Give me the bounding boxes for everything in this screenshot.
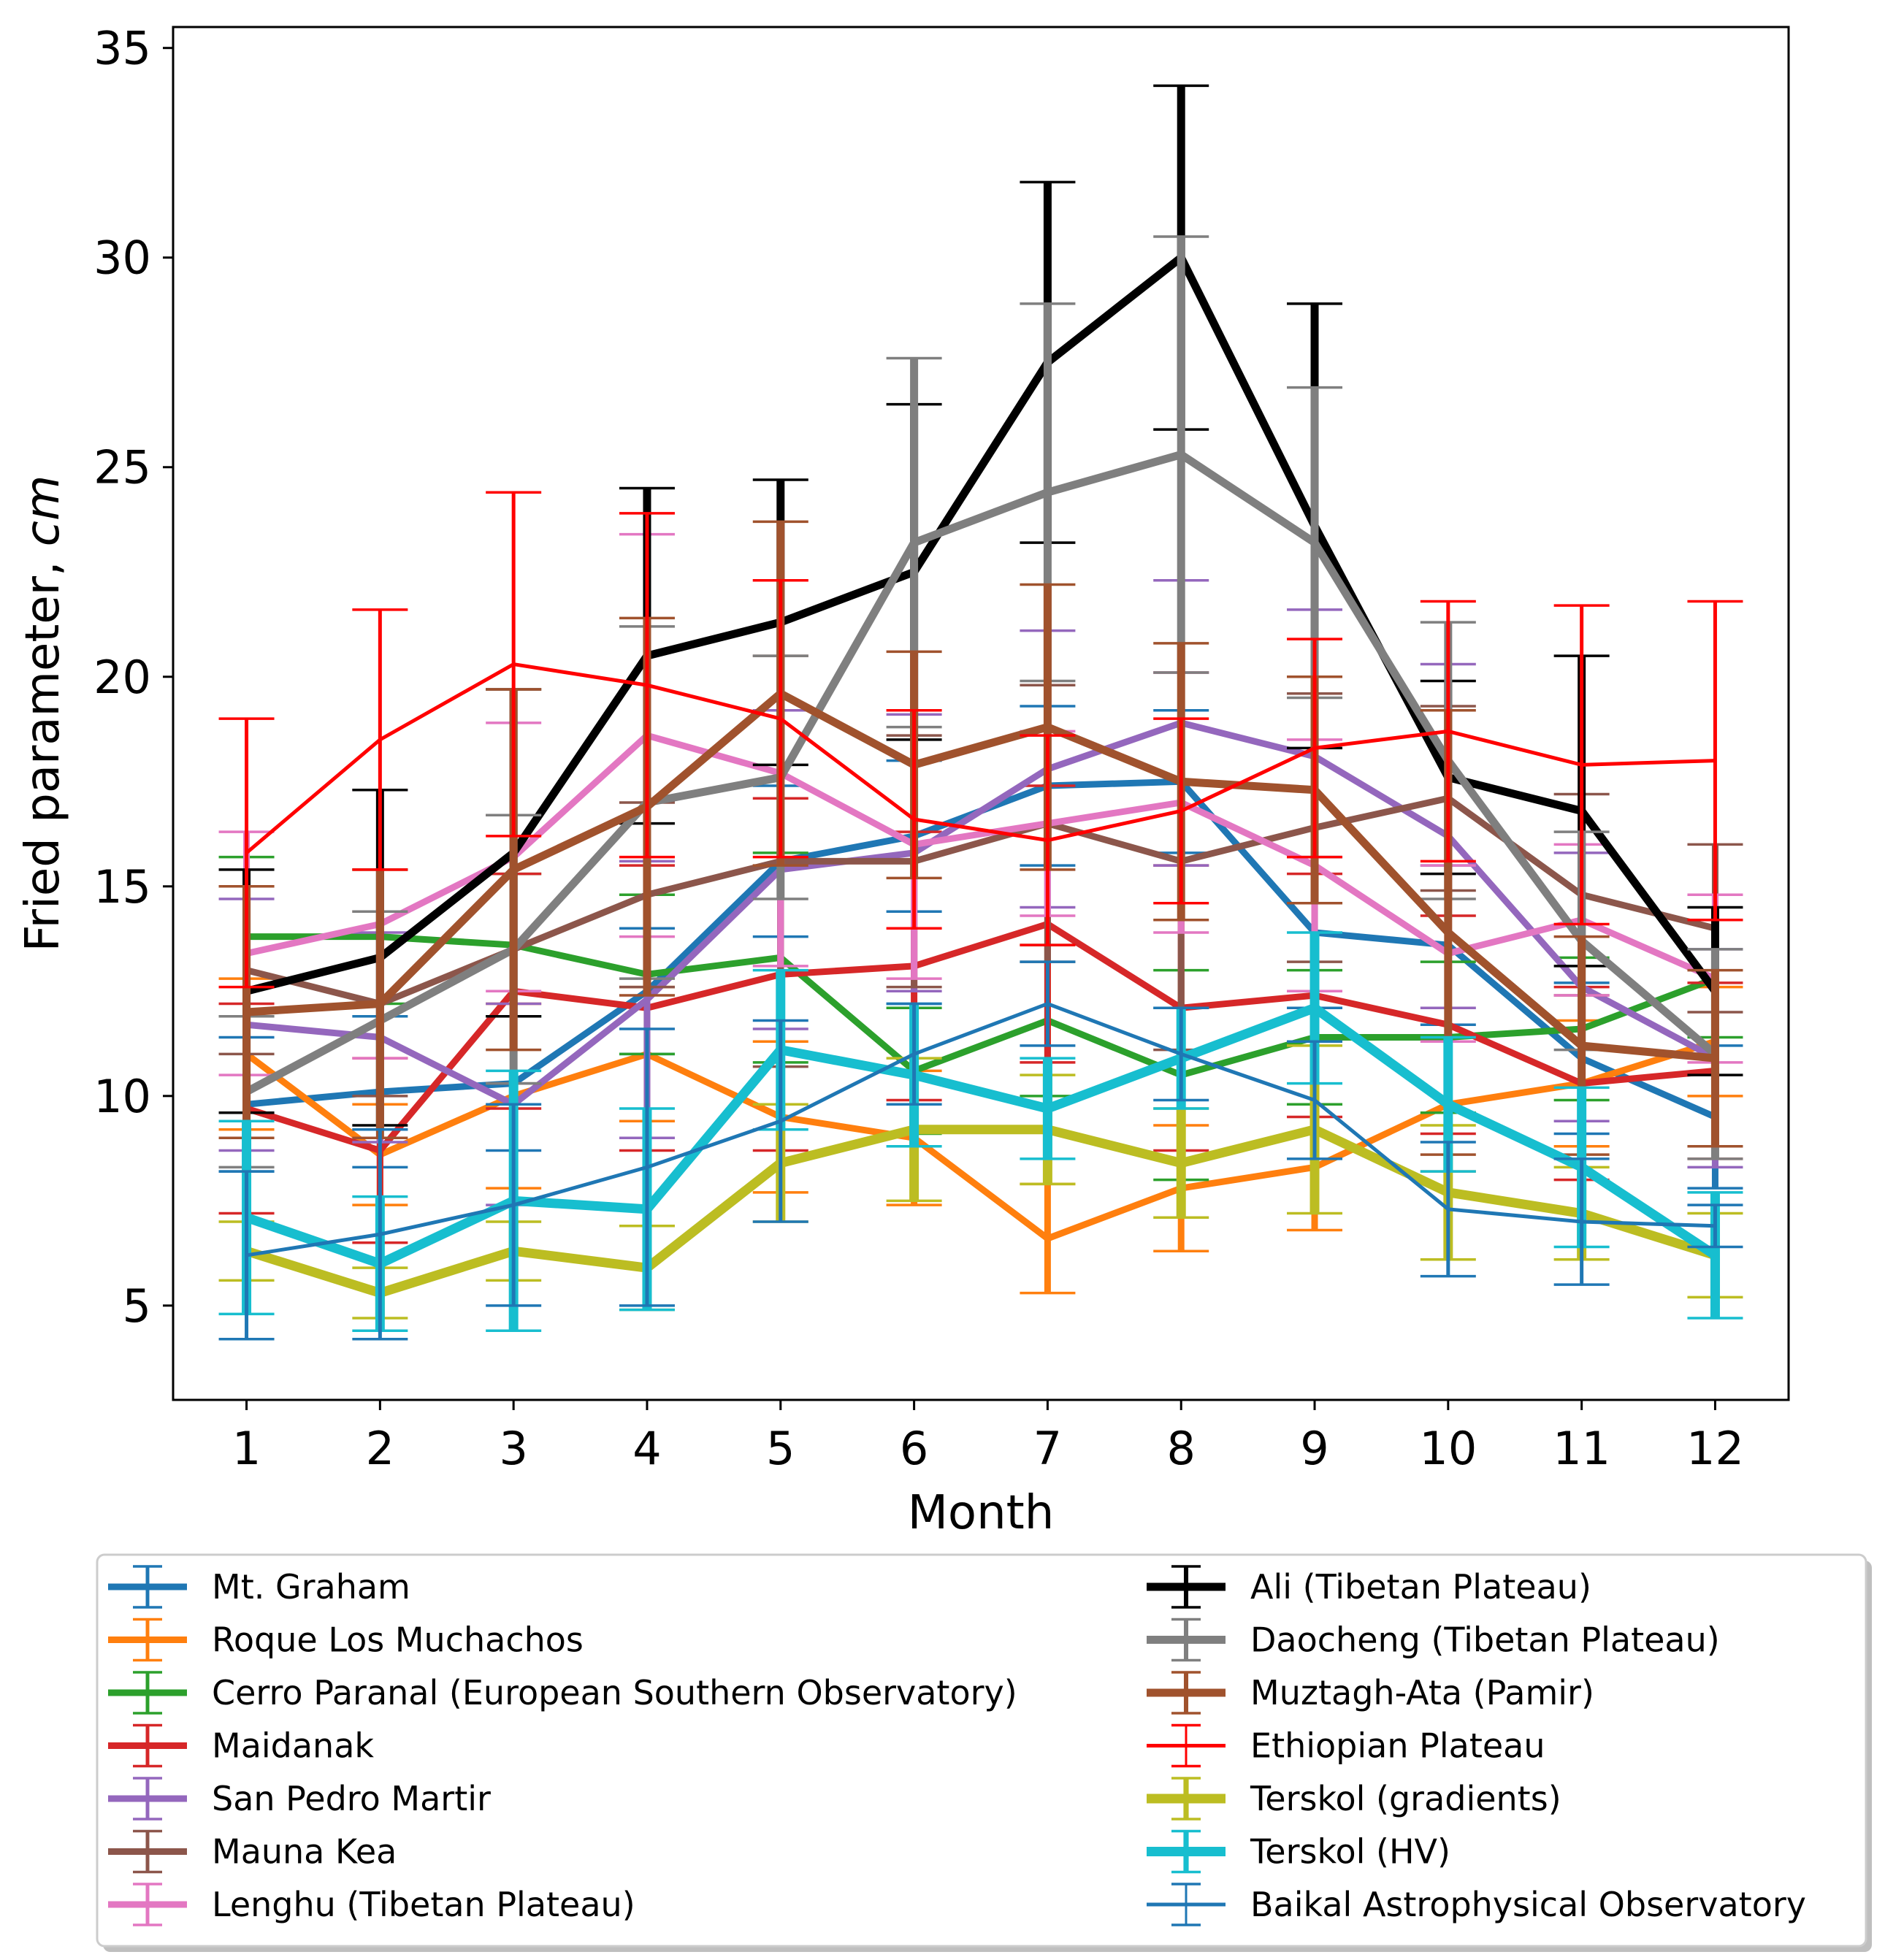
- series-line: [245, 1124, 1717, 1298]
- y-tick-label: 15: [93, 860, 151, 914]
- legend-label: Mauna Kea: [212, 1832, 397, 1872]
- y-axis-label-unit: cm: [16, 475, 70, 547]
- legend-label: Baikal Astrophysical Observatory: [1250, 1885, 1806, 1924]
- legend-label: Ali (Tibetan Plateau): [1250, 1567, 1591, 1607]
- legend-item: Lenghu (Tibetan Plateau): [108, 1883, 635, 1926]
- x-tick-label: 12: [1686, 1422, 1744, 1475]
- legend-item: Mt. Graham: [108, 1565, 410, 1609]
- legend-item: Muztagh-Ata (Pamir): [1147, 1671, 1594, 1715]
- plot-frame: [172, 26, 1790, 1401]
- series-line: [245, 662, 1716, 854]
- legend: Mt. Graham Roque Los Muchachos Cerro Paran…: [96, 1553, 1872, 1952]
- legend-label: San Pedro Martir: [212, 1779, 491, 1818]
- series-13: [218, 960, 1743, 1341]
- x-tick-label: 7: [1033, 1422, 1062, 1475]
- x-tick-label: 10: [1419, 1422, 1477, 1475]
- x-tick-label: 5: [766, 1422, 795, 1475]
- plot-background: [173, 27, 1789, 1400]
- legend-item: Ethiopian Plateau: [1147, 1723, 1545, 1768]
- series-line: [244, 450, 1718, 1095]
- legend-item: Terskol (HV): [1147, 1829, 1450, 1874]
- legend-item: Cerro Paranal (European Southern Observa…: [108, 1671, 1017, 1715]
- legend-item: San Pedro Martir: [108, 1777, 491, 1821]
- x-tick-label: 2: [366, 1422, 394, 1475]
- y-tick-label: 35: [93, 22, 151, 75]
- y-axis: 5 10 15 20 25 30 35: [93, 22, 173, 1333]
- series-line: [245, 920, 1716, 1155]
- legend-item: Terskol (gradients): [1147, 1777, 1561, 1821]
- legend-item: Daocheng (Tibetan Plateau): [1147, 1618, 1720, 1662]
- x-tick-label: 8: [1166, 1422, 1195, 1475]
- y-tick-label: 30: [93, 231, 151, 285]
- x-axis: 1 2 3 4 5 6 7 8 9 10 11 12: [232, 1400, 1744, 1475]
- legend-item: Baikal Astrophysical Observatory: [1147, 1883, 1806, 1926]
- legend-label: Terskol (HV): [1250, 1832, 1450, 1872]
- x-tick-label: 6: [900, 1422, 928, 1475]
- y-tick-label: 10: [93, 1070, 151, 1123]
- legend-label: Daocheng (Tibetan Plateau): [1250, 1620, 1720, 1660]
- x-tick-label: 1: [232, 1422, 261, 1475]
- x-axis-label: Month: [908, 1486, 1055, 1540]
- legend-item: Ali (Tibetan Plateau): [1147, 1565, 1591, 1609]
- y-axis-label-text: Fried parameter,: [16, 546, 70, 952]
- legend-label: Ethiopian Plateau: [1250, 1726, 1545, 1766]
- legend-box: [96, 1553, 1867, 1948]
- legend-item: Roque Los Muchachos: [108, 1618, 584, 1662]
- legend-label: Cerro Paranal (European Southern Observa…: [212, 1673, 1017, 1712]
- legend-label: Terskol (gradients): [1250, 1779, 1561, 1818]
- y-tick-label: 20: [93, 651, 151, 704]
- series-10: [218, 491, 1743, 989]
- x-tick-label: 3: [499, 1422, 527, 1475]
- legend-label: Mt. Graham: [212, 1567, 410, 1607]
- x-tick-label: 9: [1300, 1422, 1328, 1475]
- legend-label: Roque Los Muchachos: [212, 1620, 584, 1660]
- y-axis-label: Fried parameter, cm: [16, 475, 70, 952]
- x-tick-label: 4: [632, 1422, 661, 1475]
- series-line: [246, 689, 1716, 1063]
- series-line: [245, 251, 1718, 995]
- series-layer: [218, 84, 1743, 1341]
- legend-item: Maidanak: [108, 1723, 374, 1768]
- series-line: [244, 1038, 1716, 1243]
- legend-label: Lenghu (Tibetan Plateau): [212, 1885, 635, 1924]
- legend-label: Maidanak: [212, 1726, 374, 1766]
- series-line: [246, 1001, 1716, 1257]
- legend-label: Muztagh-Ata (Pamir): [1250, 1673, 1594, 1712]
- legend-item: Mauna Kea: [108, 1829, 397, 1874]
- plot-area: [173, 27, 1789, 1400]
- y-tick-label: 5: [123, 1279, 151, 1333]
- y-tick-label: 25: [93, 441, 151, 494]
- legend-items: Mt. Graham Roque Los Muchachos Cerro Paran…: [108, 1565, 1806, 1926]
- x-tick-label: 11: [1553, 1422, 1610, 1475]
